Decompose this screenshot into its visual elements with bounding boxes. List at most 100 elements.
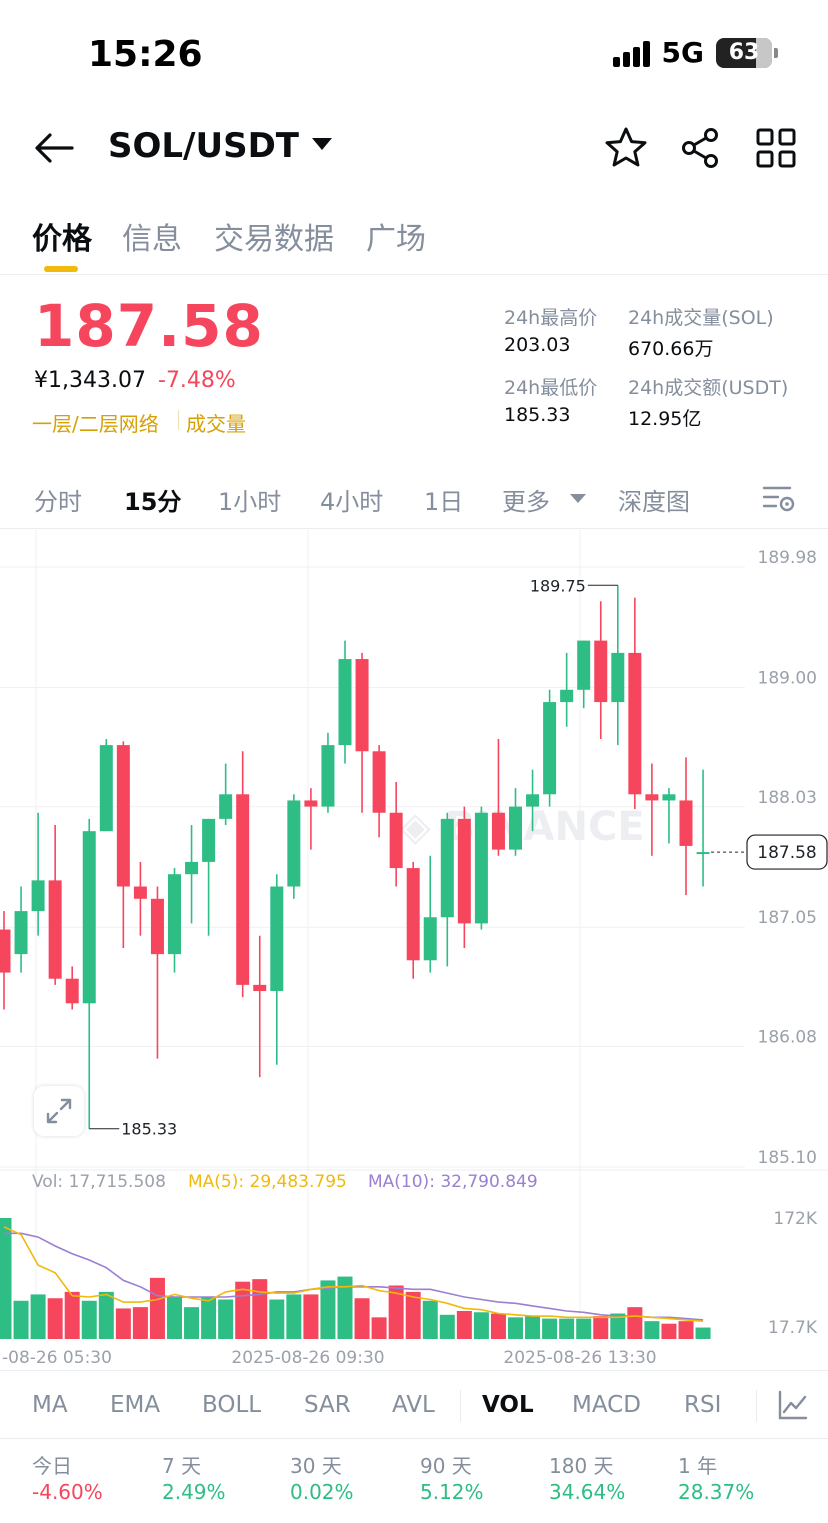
vol-quote-label: 24h成交额(USDT) xyxy=(628,377,789,399)
perf-value-30d: 0.02% xyxy=(290,1480,354,1504)
interval-15m[interactable]: 15分 xyxy=(124,488,182,516)
volume-bar xyxy=(610,1313,626,1339)
candle-body xyxy=(355,659,369,752)
candle-body xyxy=(611,652,625,703)
volume-bar xyxy=(320,1280,336,1339)
signal-icon xyxy=(612,39,650,67)
candle-body xyxy=(150,898,164,955)
volume-bar xyxy=(149,1277,165,1339)
candle-body xyxy=(628,652,642,795)
candle-body xyxy=(440,818,454,918)
indicator-ma[interactable]: MA xyxy=(32,1392,68,1418)
perf-value-90d: 5.12% xyxy=(420,1480,484,1504)
price-tick-label: 185.10 xyxy=(758,1148,817,1168)
volume-bar xyxy=(218,1299,234,1339)
perf-value-1y: 28.37% xyxy=(678,1480,755,1504)
volume-bar xyxy=(576,1318,592,1339)
perf-label-90d: 90 天 xyxy=(420,1454,472,1478)
tab-info[interactable]: 信息 xyxy=(122,222,182,257)
divider xyxy=(0,1438,828,1439)
volume-bar xyxy=(184,1307,200,1339)
candle-body xyxy=(491,812,505,850)
volume-bar xyxy=(542,1318,558,1339)
perf-label-180d: 180 天 xyxy=(549,1454,614,1478)
divider xyxy=(0,1370,828,1371)
chart-settings-icon[interactable] xyxy=(760,482,796,514)
chevron-down-icon[interactable] xyxy=(312,138,332,150)
indicator-ema[interactable]: EMA xyxy=(110,1392,161,1418)
indicator-rsi[interactable]: RSI xyxy=(684,1392,722,1418)
chevron-down-icon[interactable] xyxy=(570,494,586,503)
indicator-boll[interactable]: BOLL xyxy=(202,1392,262,1418)
candle-body xyxy=(270,886,284,992)
indicator-vol[interactable]: VOL xyxy=(482,1392,534,1418)
tab-trading-data[interactable]: 交易数据 xyxy=(214,222,334,257)
tab-price[interactable]: 价格 xyxy=(32,222,92,257)
volume-bar xyxy=(354,1298,370,1339)
volume-bar xyxy=(115,1308,131,1339)
candle-body xyxy=(133,886,147,899)
candle-body xyxy=(577,640,591,690)
candle-body xyxy=(526,794,540,807)
tab-square[interactable]: 广场 xyxy=(366,222,426,257)
candlestick-chart[interactable]: ◈ BINANCE 189.98 189.00 188.03 187.05 186.08… xyxy=(0,530,828,1370)
high-marker-label: 189.75 xyxy=(530,576,586,595)
candle-body xyxy=(321,745,335,807)
grid-menu-icon[interactable] xyxy=(752,124,800,172)
volume-bar xyxy=(439,1314,455,1339)
candle-body xyxy=(406,868,420,961)
price-tick-label: 189.00 xyxy=(758,668,817,688)
vol-base-label: 24h成交量(SOL) xyxy=(628,307,774,329)
fullscreen-button[interactable] xyxy=(34,1086,84,1136)
tag-separator xyxy=(178,410,179,430)
volume-bar xyxy=(0,1218,12,1339)
indicator-separator xyxy=(756,1390,757,1422)
perf-label-today: 今日 xyxy=(32,1454,72,1478)
candle-body xyxy=(474,812,488,924)
price-tick-label: 189.98 xyxy=(758,548,817,568)
candle-body xyxy=(662,794,676,801)
candle-body xyxy=(304,800,318,807)
price-tick-label: 186.08 xyxy=(758,1028,817,1048)
candle-body xyxy=(48,880,62,979)
interval-more[interactable]: 更多 xyxy=(502,488,550,516)
volume-bar xyxy=(167,1296,182,1339)
star-icon[interactable] xyxy=(602,124,650,172)
high-value: 203.03 xyxy=(504,334,571,356)
volume-bar xyxy=(695,1327,711,1339)
share-icon[interactable] xyxy=(676,124,724,172)
candle-body xyxy=(31,880,45,912)
volume-bar xyxy=(644,1321,660,1339)
candle-body xyxy=(509,806,522,850)
perf-label-1y: 1 年 xyxy=(678,1454,718,1478)
volume-bar xyxy=(81,1300,97,1339)
volume-bar xyxy=(490,1313,506,1339)
volume-bar xyxy=(627,1307,643,1339)
trading-pair-title[interactable]: SOL/USDT xyxy=(108,126,299,166)
candle-body xyxy=(423,917,437,961)
interval-1d[interactable]: 1日 xyxy=(424,488,464,516)
indicator-macd[interactable]: MACD xyxy=(572,1392,641,1418)
volume-bar xyxy=(30,1294,46,1339)
perf-label-7d: 7 天 xyxy=(162,1454,202,1478)
candle-body xyxy=(236,794,250,985)
interval-1h[interactable]: 1小时 xyxy=(218,488,282,516)
interval-depth[interactable]: 深度图 xyxy=(618,488,690,516)
tag-network[interactable]: 一层/二层网络 xyxy=(32,412,159,436)
back-arrow-icon[interactable] xyxy=(32,126,76,170)
candle-body xyxy=(0,929,11,973)
interval-time[interactable]: 分时 xyxy=(34,488,82,516)
interval-4h[interactable]: 4小时 xyxy=(320,488,384,516)
indicator-sar[interactable]: SAR xyxy=(304,1392,351,1418)
candle-body xyxy=(389,812,403,869)
indicator-settings-icon[interactable] xyxy=(776,1388,810,1422)
tag-volume[interactable]: 成交量 xyxy=(186,412,246,436)
volume-bar xyxy=(456,1310,472,1339)
divider xyxy=(0,528,828,529)
volume-bar xyxy=(13,1300,29,1339)
volume-bar xyxy=(286,1294,302,1339)
volume-bar xyxy=(371,1317,387,1339)
volume-bar xyxy=(98,1291,114,1339)
volume-bar xyxy=(47,1298,63,1339)
indicator-avl[interactable]: AVL xyxy=(392,1392,435,1418)
